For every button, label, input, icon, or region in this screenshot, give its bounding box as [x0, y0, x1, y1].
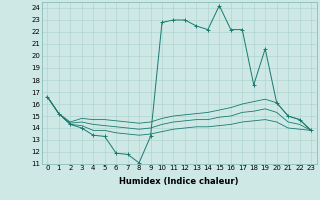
X-axis label: Humidex (Indice chaleur): Humidex (Indice chaleur): [119, 177, 239, 186]
